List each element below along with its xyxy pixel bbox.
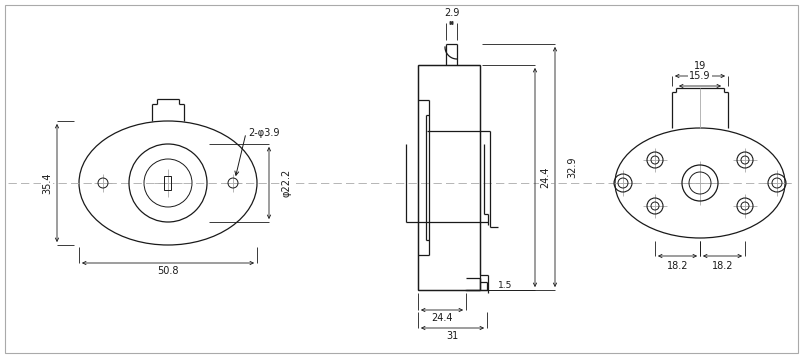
Text: 1.5: 1.5 — [497, 281, 512, 290]
Text: 50.8: 50.8 — [157, 266, 179, 276]
Text: 15.9: 15.9 — [688, 71, 710, 81]
Text: 35.4: 35.4 — [42, 172, 52, 194]
Text: φ22.2: φ22.2 — [282, 169, 292, 197]
Text: 19: 19 — [693, 61, 705, 71]
Text: 24.4: 24.4 — [431, 313, 452, 323]
Text: 31: 31 — [446, 331, 458, 341]
Bar — [164, 176, 172, 190]
Text: 32.9: 32.9 — [566, 156, 577, 178]
Text: 24.4: 24.4 — [539, 167, 549, 188]
Text: 18.2: 18.2 — [666, 261, 687, 271]
Text: 18.2: 18.2 — [711, 261, 732, 271]
Text: 2-φ3.9: 2-φ3.9 — [248, 128, 279, 138]
Text: 2.9: 2.9 — [444, 8, 459, 18]
